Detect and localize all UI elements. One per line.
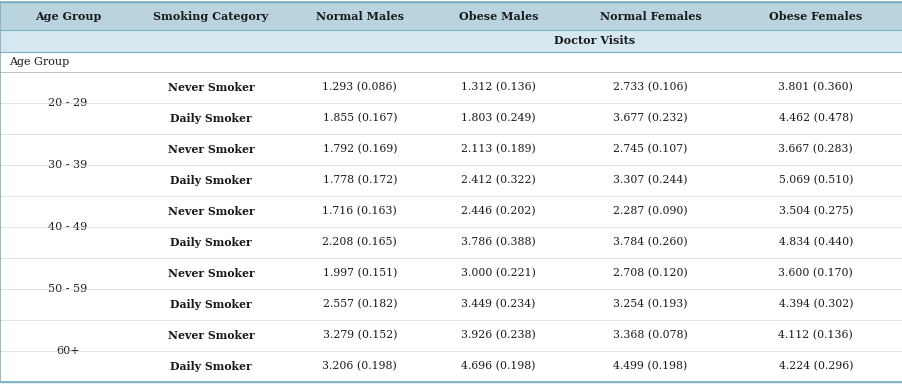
- Text: 2.446 (0.202): 2.446 (0.202): [461, 206, 535, 217]
- Text: 3.368 (0.078): 3.368 (0.078): [612, 330, 687, 341]
- Text: Smoking Category: Smoking Category: [153, 10, 269, 22]
- Text: Obese Females: Obese Females: [769, 10, 861, 22]
- Text: Age Group: Age Group: [35, 10, 101, 22]
- Text: Daily Smoker: Daily Smoker: [170, 175, 252, 186]
- Text: 3.254 (0.193): 3.254 (0.193): [612, 300, 687, 310]
- Text: 1.778 (0.172): 1.778 (0.172): [322, 175, 397, 185]
- Text: 1.997 (0.151): 1.997 (0.151): [322, 268, 397, 279]
- Text: 3.504 (0.275): 3.504 (0.275): [778, 206, 852, 217]
- Text: 4.394 (0.302): 4.394 (0.302): [778, 300, 852, 310]
- Text: 1.792 (0.169): 1.792 (0.169): [322, 144, 397, 155]
- Text: 4.462 (0.478): 4.462 (0.478): [778, 113, 852, 124]
- Text: 1.312 (0.136): 1.312 (0.136): [461, 82, 535, 93]
- Text: 3.786 (0.388): 3.786 (0.388): [461, 237, 535, 248]
- Text: 3.784 (0.260): 3.784 (0.260): [612, 237, 687, 248]
- Text: 3.000 (0.221): 3.000 (0.221): [461, 268, 535, 279]
- Text: 60+: 60+: [56, 346, 79, 356]
- Bar: [0, 30, 902, 52]
- Text: 2.287 (0.090): 2.287 (0.090): [612, 206, 687, 217]
- Text: 3.677 (0.232): 3.677 (0.232): [612, 113, 687, 124]
- Text: 2.412 (0.322): 2.412 (0.322): [461, 175, 535, 185]
- Text: Never Smoker: Never Smoker: [168, 82, 254, 93]
- Text: Daily Smoker: Daily Smoker: [170, 299, 252, 310]
- Text: 3.307 (0.244): 3.307 (0.244): [612, 175, 687, 185]
- Text: 4.499 (0.198): 4.499 (0.198): [612, 361, 686, 372]
- Text: 3.279 (0.152): 3.279 (0.152): [322, 330, 397, 341]
- Text: 3.600 (0.170): 3.600 (0.170): [778, 268, 852, 279]
- Text: 5.069 (0.510): 5.069 (0.510): [778, 175, 852, 185]
- Text: 4.112 (0.136): 4.112 (0.136): [778, 330, 852, 341]
- Text: 1.293 (0.086): 1.293 (0.086): [322, 82, 397, 93]
- Text: 2.557 (0.182): 2.557 (0.182): [322, 300, 397, 310]
- Text: 1.803 (0.249): 1.803 (0.249): [461, 113, 535, 124]
- Text: Never Smoker: Never Smoker: [168, 206, 254, 217]
- Text: 1.716 (0.163): 1.716 (0.163): [322, 206, 397, 217]
- Text: 2.208 (0.165): 2.208 (0.165): [322, 237, 397, 248]
- Text: Daily Smoker: Daily Smoker: [170, 237, 252, 248]
- Text: 2.708 (0.120): 2.708 (0.120): [612, 268, 687, 279]
- Text: Never Smoker: Never Smoker: [168, 330, 254, 341]
- Text: 50 - 59: 50 - 59: [49, 284, 87, 294]
- Text: Age Group: Age Group: [9, 57, 69, 67]
- Text: 3.801 (0.360): 3.801 (0.360): [778, 82, 852, 93]
- Text: Normal Males: Normal Males: [316, 10, 403, 22]
- Bar: [0, 2, 902, 30]
- Text: Obese Males: Obese Males: [458, 10, 538, 22]
- Text: 30 - 39: 30 - 39: [49, 160, 87, 170]
- Text: 4.834 (0.440): 4.834 (0.440): [778, 237, 852, 248]
- Text: 3.667 (0.283): 3.667 (0.283): [778, 144, 852, 155]
- Text: 2.733 (0.106): 2.733 (0.106): [612, 82, 687, 93]
- Text: Daily Smoker: Daily Smoker: [170, 113, 252, 124]
- Text: Normal Females: Normal Females: [599, 10, 701, 22]
- Text: 4.696 (0.198): 4.696 (0.198): [461, 361, 535, 372]
- Text: 2.745 (0.107): 2.745 (0.107): [612, 144, 686, 155]
- Text: Never Smoker: Never Smoker: [168, 144, 254, 155]
- Text: Doctor Visits: Doctor Visits: [553, 35, 634, 46]
- Text: 40 - 49: 40 - 49: [49, 222, 87, 232]
- Text: Daily Smoker: Daily Smoker: [170, 361, 252, 372]
- Text: 4.224 (0.296): 4.224 (0.296): [778, 361, 852, 372]
- Text: 3.449 (0.234): 3.449 (0.234): [461, 300, 535, 310]
- Text: 3.206 (0.198): 3.206 (0.198): [322, 361, 397, 372]
- Text: 3.926 (0.238): 3.926 (0.238): [461, 330, 535, 341]
- Text: 1.855 (0.167): 1.855 (0.167): [322, 113, 397, 124]
- Bar: [0, 52, 902, 382]
- Text: 2.113 (0.189): 2.113 (0.189): [461, 144, 535, 155]
- Text: 20 - 29: 20 - 29: [49, 98, 87, 108]
- Text: Never Smoker: Never Smoker: [168, 268, 254, 279]
